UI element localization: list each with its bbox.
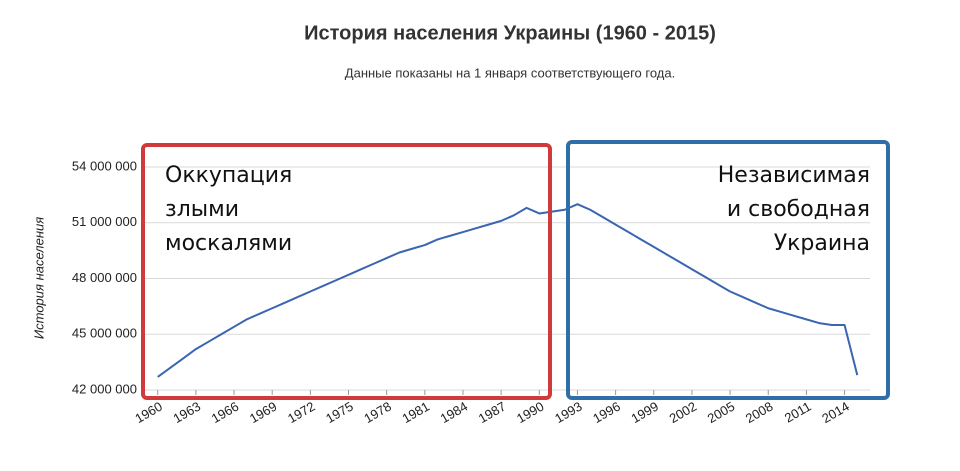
y-tick-label: 45 000 000 <box>72 326 137 341</box>
x-tick-label: 1984 <box>438 399 471 426</box>
y-tick-label: 54 000 000 <box>72 158 137 173</box>
annotation-box <box>141 143 552 400</box>
x-tick-label: 1966 <box>209 399 242 426</box>
x-tick-label: 2008 <box>743 399 776 426</box>
annotation-text: злыми <box>165 197 239 222</box>
data-line <box>157 203 859 378</box>
annotation-box <box>566 140 890 400</box>
x-tick-label: 1993 <box>552 399 585 426</box>
y-tick-label: 51 000 000 <box>72 214 137 229</box>
x-tick-label: 1975 <box>323 399 356 426</box>
x-tick-label: 1960 <box>132 399 165 426</box>
x-tick-label: 2014 <box>819 399 852 426</box>
annotation-text: москалями <box>165 231 292 256</box>
x-tick-label: 1990 <box>514 399 547 426</box>
annotation-text: Независимая <box>718 163 870 188</box>
x-tick-label: 1981 <box>399 399 432 426</box>
y-axis-label: История населения <box>31 217 46 339</box>
x-tick-label: 1996 <box>590 399 623 426</box>
chart-subtitle: Данные показаны на 1 января соответствую… <box>345 65 675 80</box>
y-tick-label: 42 000 000 <box>72 381 137 396</box>
chart-title: История населения Украины (1960 - 2015) <box>304 22 716 44</box>
x-tick-label: 1978 <box>361 399 394 426</box>
x-tick-label: 2005 <box>705 399 738 426</box>
x-tick-label: 1963 <box>171 399 204 426</box>
x-tick-label: 1999 <box>628 399 661 426</box>
annotation-text: Оккупация <box>165 163 292 188</box>
x-tick-label: 1969 <box>247 399 280 426</box>
x-tick-label: 2011 <box>782 399 814 426</box>
annotation-text: и свободная <box>727 197 870 222</box>
annotation-text: Украина <box>774 231 870 256</box>
y-tick-label: 48 000 000 <box>72 270 137 285</box>
x-tick-label: 2002 <box>667 399 700 426</box>
x-tick-label: 1987 <box>476 399 509 426</box>
x-tick-label: 1972 <box>285 399 318 426</box>
